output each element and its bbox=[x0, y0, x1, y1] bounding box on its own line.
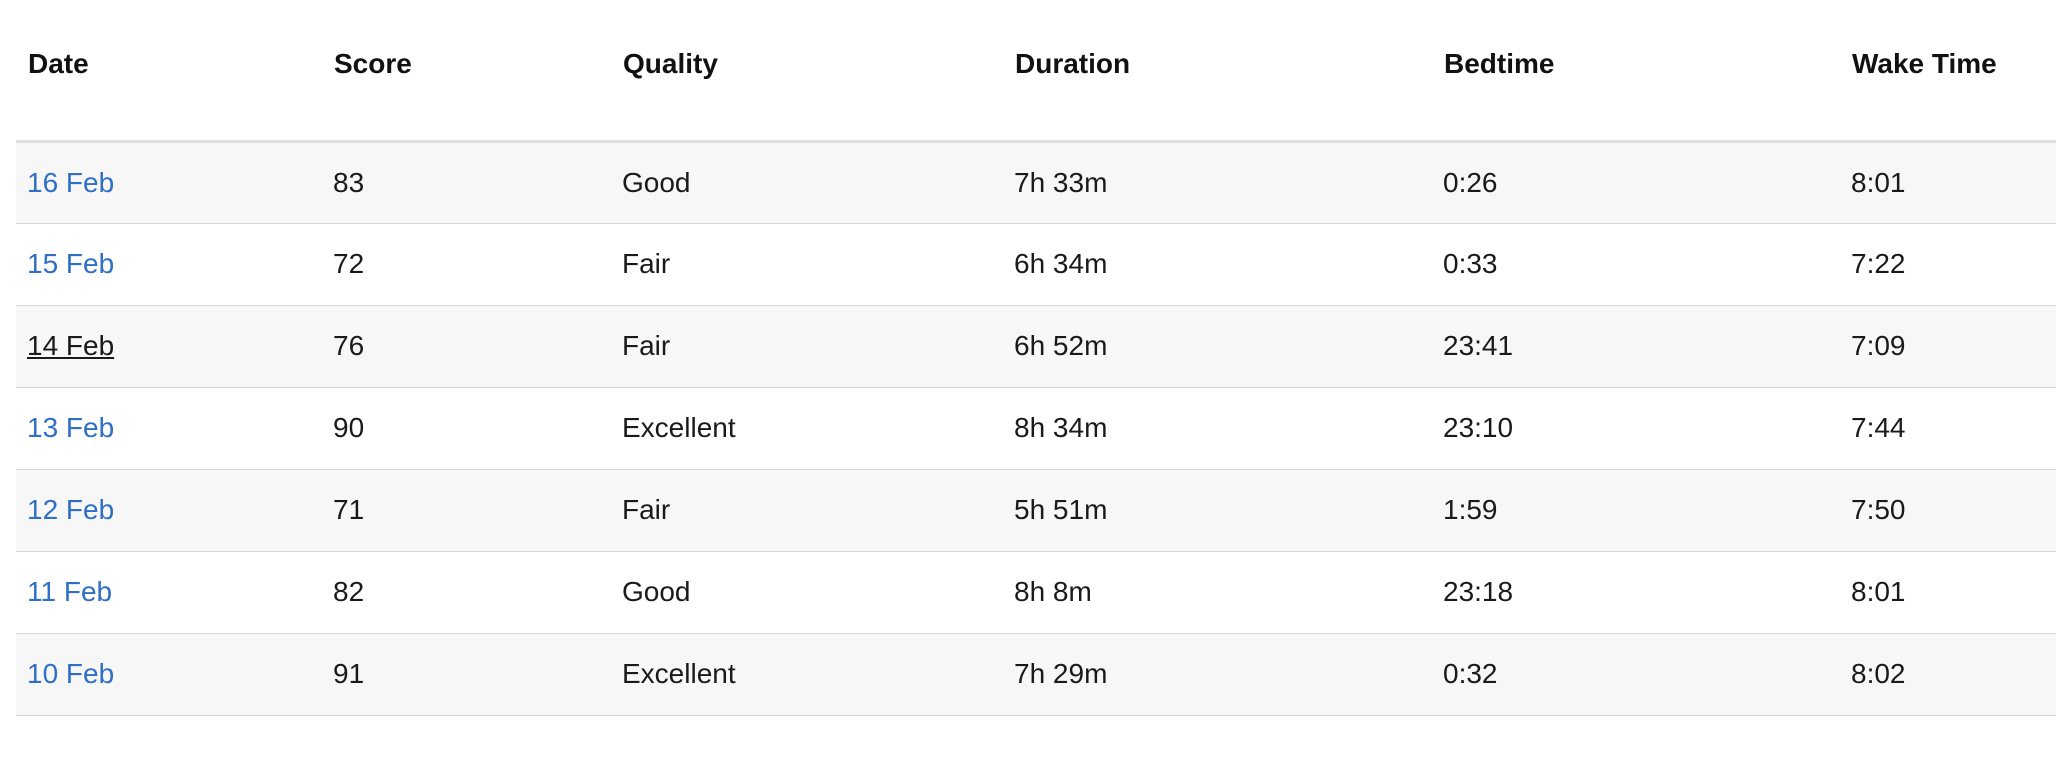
cell-score: 90 bbox=[322, 387, 611, 470]
column-header-quality[interactable]: Quality bbox=[611, 0, 1003, 143]
date-link[interactable]: 11 Feb bbox=[27, 576, 113, 607]
table-header-row: Date Score Quality Duration Bedtime Wake… bbox=[16, 0, 2056, 143]
cell-duration: 8h 8m bbox=[1003, 551, 1432, 634]
cell-wake-time: 7:44 bbox=[1840, 387, 2056, 470]
cell-bedtime: 23:41 bbox=[1432, 305, 1840, 388]
cell-score: 83 bbox=[322, 141, 611, 224]
cell-score: 76 bbox=[322, 305, 611, 388]
table-row: 11 Feb 82 Good 8h 8m 23:18 8:01 bbox=[16, 551, 2056, 634]
cell-date: 11 Feb bbox=[16, 551, 322, 634]
cell-quality: Good bbox=[611, 141, 1003, 224]
cell-bedtime: 23:10 bbox=[1432, 387, 1840, 470]
cell-bedtime: 0:33 bbox=[1432, 223, 1840, 306]
cell-wake-time: 8:01 bbox=[1840, 141, 2056, 224]
table-row: 10 Feb 91 Excellent 7h 29m 0:32 8:02 bbox=[16, 633, 2056, 716]
cell-score: 72 bbox=[322, 223, 611, 306]
cell-date: 16 Feb bbox=[16, 141, 322, 224]
cell-bedtime: 0:26 bbox=[1432, 141, 1840, 224]
cell-date: 15 Feb bbox=[16, 223, 322, 306]
cell-quality: Fair bbox=[611, 223, 1003, 306]
sleep-table-container: Date Score Quality Duration Bedtime Wake… bbox=[16, 0, 2056, 716]
cell-wake-time: 7:22 bbox=[1840, 223, 2056, 306]
cell-score: 82 bbox=[322, 551, 611, 634]
column-header-bedtime[interactable]: Bedtime bbox=[1432, 0, 1840, 143]
cell-quality: Excellent bbox=[611, 633, 1003, 716]
cell-duration: 5h 51m bbox=[1003, 469, 1432, 552]
cell-quality: Good bbox=[611, 551, 1003, 634]
cell-duration: 6h 34m bbox=[1003, 223, 1432, 306]
cell-date: 14 Feb bbox=[16, 305, 322, 388]
table-row: 16 Feb 83 Good 7h 33m 0:26 8:01 bbox=[16, 141, 2056, 224]
column-header-duration[interactable]: Duration bbox=[1003, 0, 1432, 143]
table-row: 15 Feb 72 Fair 6h 34m 0:33 7:22 bbox=[16, 223, 2056, 306]
cell-wake-time: 8:02 bbox=[1840, 633, 2056, 716]
cell-score: 71 bbox=[322, 469, 611, 552]
cell-duration: 8h 34m bbox=[1003, 387, 1432, 470]
cell-duration: 7h 33m bbox=[1003, 141, 1432, 224]
cell-bedtime: 0:32 bbox=[1432, 633, 1840, 716]
table-row: 14 Feb 76 Fair 6h 52m 23:41 7:09 bbox=[16, 305, 2056, 388]
cell-wake-time: 7:50 bbox=[1840, 469, 2056, 552]
cell-date: 10 Feb bbox=[16, 633, 322, 716]
column-header-date[interactable]: Date bbox=[16, 0, 322, 143]
table-row: 13 Feb 90 Excellent 8h 34m 23:10 7:44 bbox=[16, 387, 2056, 470]
table-body: 16 Feb 83 Good 7h 33m 0:26 8:01 15 Feb 72 Fair 6h… bbox=[16, 141, 2056, 716]
cell-wake-time: 7:09 bbox=[1840, 305, 2056, 388]
date-link[interactable]: 10 Feb bbox=[27, 658, 115, 689]
cell-date: 12 Feb bbox=[16, 469, 322, 552]
cell-score: 91 bbox=[322, 633, 611, 716]
cell-date: 13 Feb bbox=[16, 387, 322, 470]
cell-quality: Fair bbox=[611, 305, 1003, 388]
date-link[interactable]: 12 Feb bbox=[27, 494, 115, 525]
date-link[interactable]: 13 Feb bbox=[27, 412, 115, 443]
column-header-score[interactable]: Score bbox=[322, 0, 611, 143]
date-link[interactable]: 15 Feb bbox=[27, 248, 115, 279]
date-link[interactable]: 16 Feb bbox=[27, 166, 115, 198]
cell-duration: 6h 52m bbox=[1003, 305, 1432, 388]
date-link[interactable]: 14 Feb bbox=[27, 330, 115, 361]
column-header-wake-time[interactable]: Wake Time bbox=[1840, 0, 2056, 143]
table-row: 12 Feb 71 Fair 5h 51m 1:59 7:50 bbox=[16, 469, 2056, 552]
cell-bedtime: 23:18 bbox=[1432, 551, 1840, 634]
cell-quality: Fair bbox=[611, 469, 1003, 552]
cell-wake-time: 8:01 bbox=[1840, 551, 2056, 634]
cell-quality: Excellent bbox=[611, 387, 1003, 470]
sleep-log-table: Date Score Quality Duration Bedtime Wake… bbox=[16, 0, 2056, 716]
cell-duration: 7h 29m bbox=[1003, 633, 1432, 716]
cell-bedtime: 1:59 bbox=[1432, 469, 1840, 552]
